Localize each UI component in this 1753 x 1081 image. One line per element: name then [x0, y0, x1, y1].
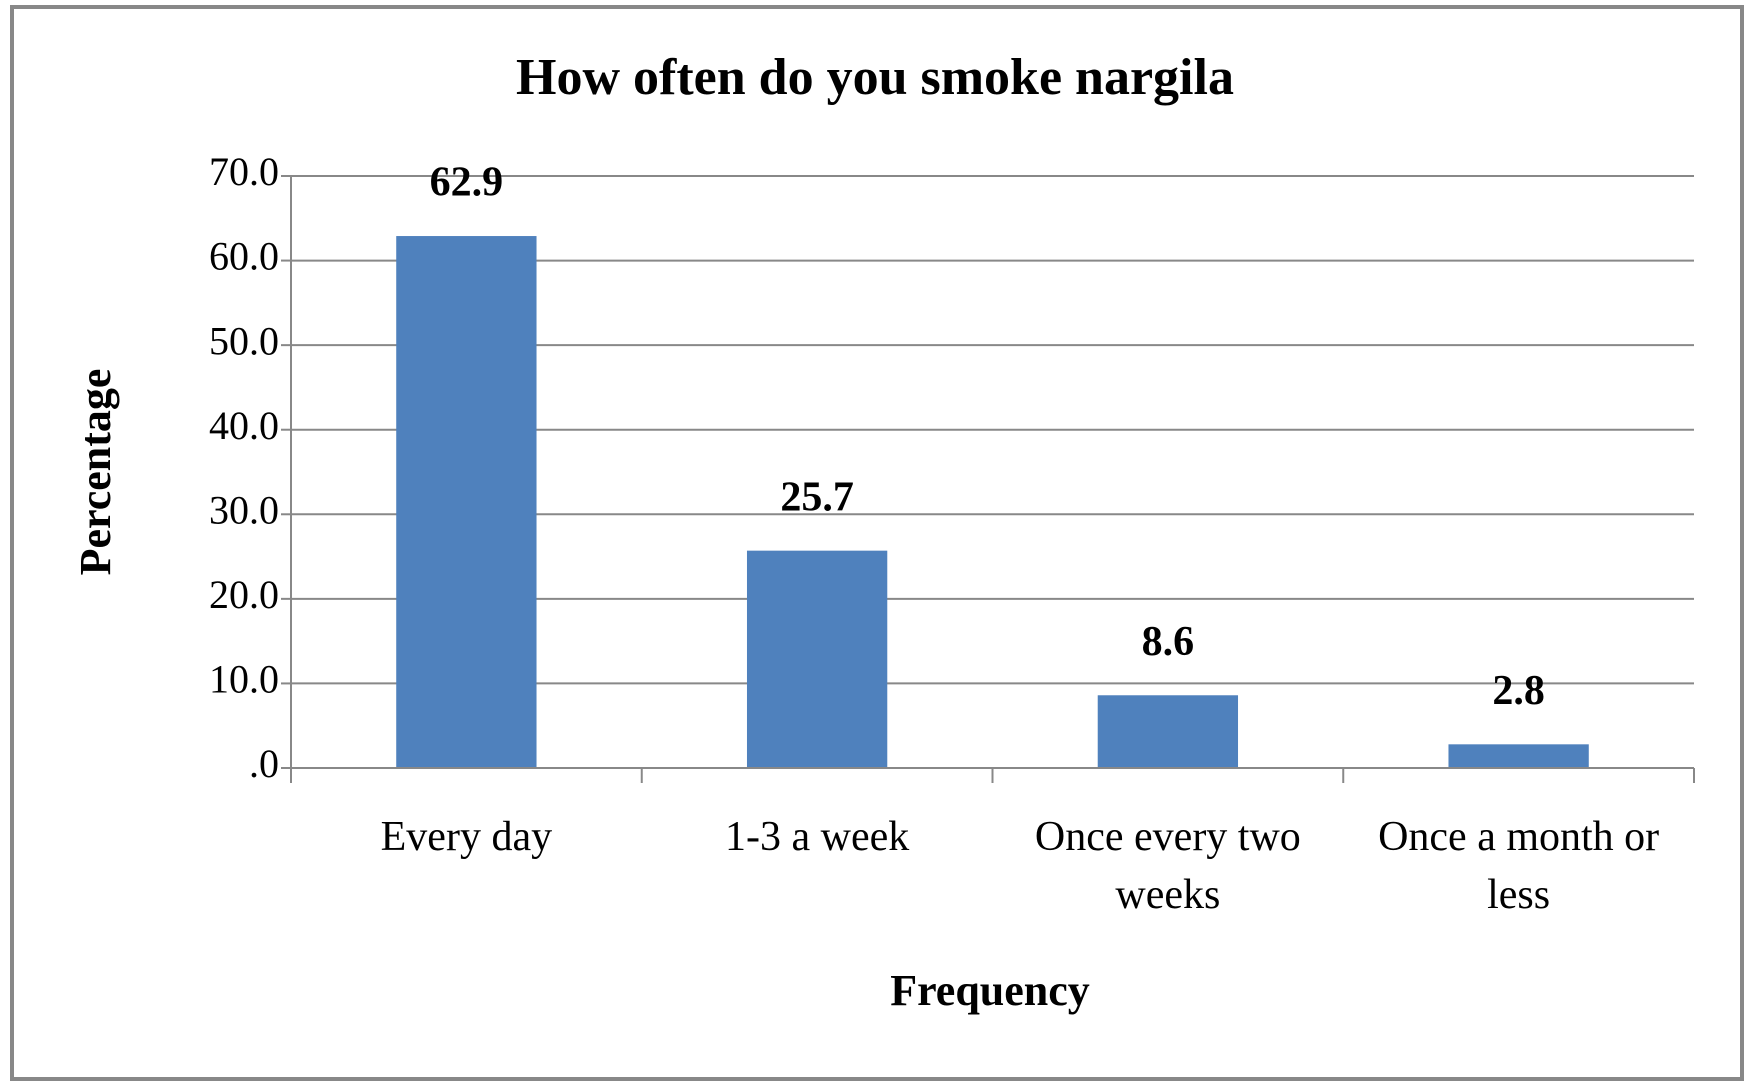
bar	[746, 550, 888, 768]
x-tick-label: Every day	[380, 814, 553, 860]
data-label: 25.7	[780, 474, 854, 520]
bar	[396, 236, 537, 768]
x-tick-label: 1-3 a week	[725, 814, 910, 860]
data-label: 2.8	[1492, 668, 1545, 714]
data-label: 8.6	[1142, 619, 1195, 665]
y-tick-label: 20.0	[209, 572, 279, 617]
x-tick-label-box: 1-3 a week	[725, 814, 910, 860]
y-tick-label: 30.0	[209, 487, 279, 532]
y-tick-label: 50.0	[209, 318, 279, 363]
chart-frame	[10, 5, 1744, 1081]
data-label: 62.9	[430, 160, 504, 206]
chart-title: How often do you smoke nargila	[516, 49, 1234, 106]
y-axis-label: Percentage	[71, 369, 120, 576]
y-tick-label: 40.0	[209, 403, 279, 448]
y-tick-label: 70.0	[209, 149, 279, 194]
y-tick-label: 10.0	[209, 657, 279, 702]
x-tick-label: Once a month or less	[1378, 814, 1660, 918]
y-tick-label: .0	[249, 741, 279, 786]
x-tick-label-box: Once every two weeks	[1034, 814, 1301, 918]
x-tick-label-box: Once a month or less	[1378, 814, 1660, 918]
x-axis-label: Frequency	[890, 966, 1090, 1015]
bar	[1097, 695, 1239, 768]
y-tick-label: 60.0	[209, 234, 279, 279]
x-tick-label: Once every two weeks	[1034, 814, 1301, 918]
x-tick-label-box: Every day	[380, 814, 553, 860]
bar	[1448, 744, 1589, 768]
